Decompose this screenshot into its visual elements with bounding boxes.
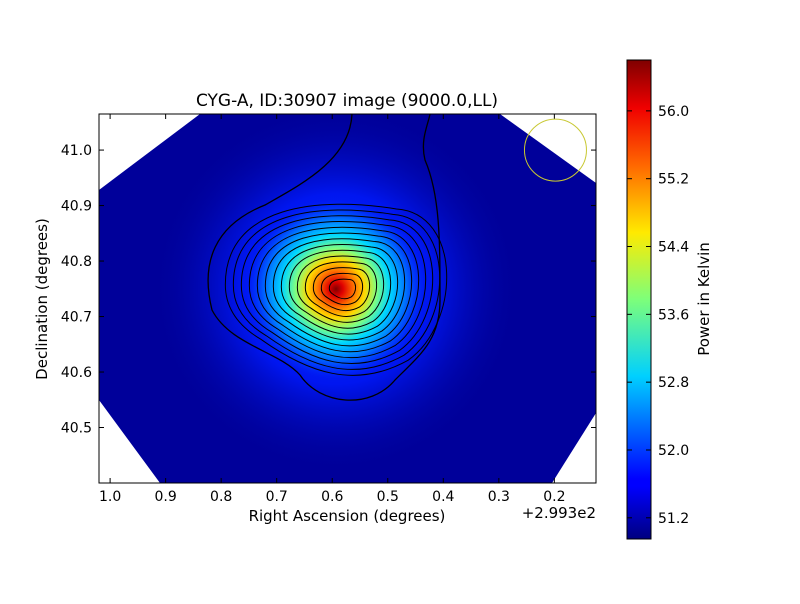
contour-line [320,272,364,306]
x-tick-label: 0.4 [432,489,454,505]
contour-line [240,215,434,365]
x-tick-label: 0.3 [488,489,510,505]
y-tick-label: 40.5 [61,421,92,437]
colorbar-tick-label: 56.0 [658,104,689,120]
x-tick-label: 0.2 [543,489,565,505]
contour-line [264,232,413,347]
beam-circle [523,118,587,182]
contour-line [312,267,371,312]
contour-line [256,226,420,353]
contour-line [288,249,392,329]
x-tick-label: 0.6 [321,489,343,505]
contour-line [224,203,448,376]
colorbar-tick-label: 55.2 [658,172,689,188]
y-tick-label: 40.7 [61,310,92,326]
contour-line [296,255,385,323]
colorbar-tick-label: 54.4 [658,240,689,256]
heatmap-image [99,114,596,483]
colorbar [626,59,652,540]
y-axis-label: Declination (degrees) [33,218,51,380]
x-tick-label: 0.8 [210,489,232,505]
x-tick-label: 1.0 [99,489,121,505]
x-axis: 1.0 0.9 0.8 0.7 0.6 0.5 0.4 0.3 0.2 [99,114,565,505]
contour-line [272,238,406,341]
x-offset-label: +2.993e2 [522,504,596,522]
y-tick-label: 41.0 [61,143,92,159]
y-tick-label: 40.6 [61,365,92,381]
colorbar-tick-label: 53.6 [658,307,689,323]
chart-title: CYG-A, ID:30907 image (9000.0,LL) [196,91,498,111]
contour-lines [207,114,448,401]
x-tick-label: 0.7 [266,489,288,505]
contour-line [280,244,399,335]
x-tick-label: 0.5 [377,489,399,505]
y-tick-label: 40.9 [61,199,92,215]
contour-line [248,221,427,359]
contour-line [304,261,378,317]
contour-line [232,209,441,370]
contour-line [328,278,357,300]
x-axis-label: Right Ascension (degrees) [249,507,446,525]
colorbar-tick-label: 52.8 [658,375,689,391]
y-axis: 40.5 40.6 40.7 40.8 40.9 41.0 [61,143,596,437]
contour-outer [207,114,441,401]
plot-frame [98,113,597,484]
colorbar-label: Power in Kelvin [695,242,713,356]
colorbar-ticks: 51.2 52.0 52.8 53.6 54.4 55.2 56.0 [627,104,689,527]
colorbar-tick-label: 51.2 [658,511,689,527]
colorbar-tick-label: 52.0 [658,443,689,459]
y-tick-label: 40.8 [61,254,92,270]
x-tick-label: 0.9 [155,489,177,505]
